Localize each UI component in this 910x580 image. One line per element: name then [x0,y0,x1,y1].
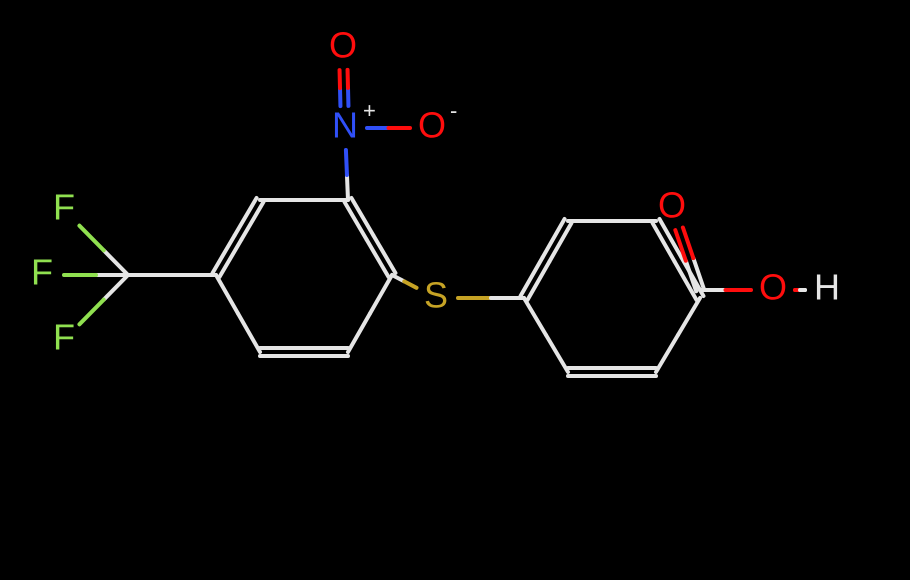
atom-charge: - [450,98,457,123]
atom-label-o: O [418,105,446,146]
atom-label-n: N [332,105,358,146]
atom-label-h: H [814,267,840,308]
atom-label-s: S [424,275,448,316]
atom-label-o: O [658,185,686,226]
atom-label-o: O [759,267,787,308]
molecule-diagram: ON+O-OOHSFFF [0,0,910,580]
atom-label-o: O [329,25,357,66]
atom-charge: + [363,98,376,123]
atom-label-f: F [53,187,75,228]
atom-label-f: F [31,252,53,293]
atom-label-f: F [53,317,75,358]
